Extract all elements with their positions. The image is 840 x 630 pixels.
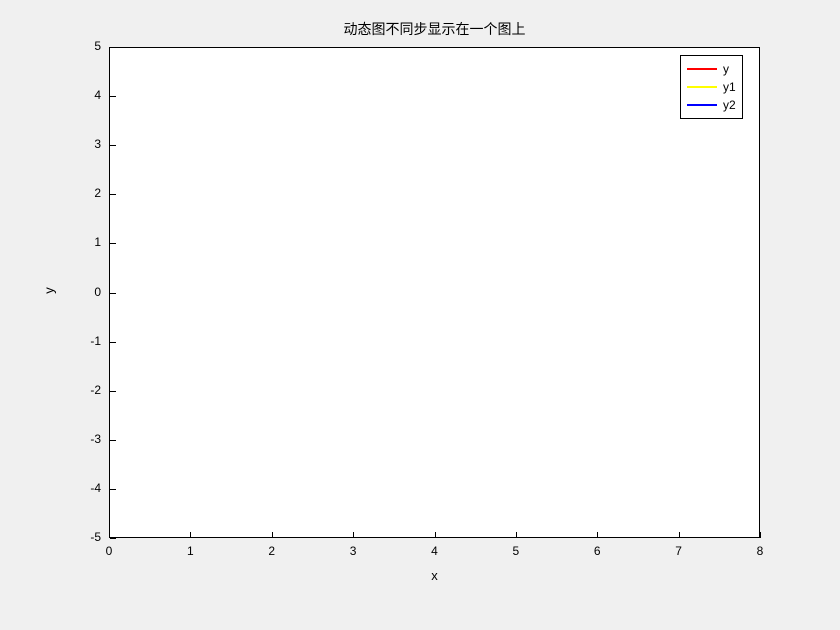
x-tick-label: 5 xyxy=(496,544,536,558)
legend-label: y2 xyxy=(723,98,736,112)
y-tick-label: -2 xyxy=(61,383,101,397)
y-tick-mark xyxy=(110,194,116,195)
y-tick-label: -4 xyxy=(61,481,101,495)
x-axis-label: x xyxy=(109,568,760,583)
x-tick-mark xyxy=(435,532,436,538)
x-tick-label: 1 xyxy=(170,544,210,558)
x-tick-label: 6 xyxy=(577,544,617,558)
y-tick-mark xyxy=(110,293,116,294)
x-tick-mark xyxy=(516,532,517,538)
x-tick-label: 0 xyxy=(89,544,129,558)
x-tick-label: 3 xyxy=(333,544,373,558)
y-tick-label: -5 xyxy=(61,530,101,544)
x-tick-label: 4 xyxy=(415,544,455,558)
y-tick-mark xyxy=(110,440,116,441)
chart-title: 动态图不同步显示在一个图上 xyxy=(109,19,760,39)
legend: y y1 y2 xyxy=(680,55,743,119)
legend-label: y1 xyxy=(723,80,736,94)
y-axis-label: y xyxy=(42,280,57,300)
legend-item: y2 xyxy=(687,96,736,114)
y-tick-label: 3 xyxy=(61,137,101,151)
y-tick-mark xyxy=(110,47,116,48)
legend-item: y xyxy=(687,60,736,78)
y-tick-label: -3 xyxy=(61,432,101,446)
y-tick-mark xyxy=(110,391,116,392)
x-tick-mark xyxy=(190,532,191,538)
y-tick-label: 2 xyxy=(61,186,101,200)
x-tick-label: 2 xyxy=(252,544,292,558)
y-tick-label: 5 xyxy=(61,39,101,53)
legend-item: y1 xyxy=(687,78,736,96)
y-tick-mark xyxy=(110,538,116,539)
legend-line-icon xyxy=(687,68,717,70)
x-tick-label: 7 xyxy=(659,544,699,558)
y-tick-mark xyxy=(110,145,116,146)
y-tick-mark xyxy=(110,342,116,343)
x-tick-mark xyxy=(272,532,273,538)
x-tick-mark xyxy=(597,532,598,538)
y-tick-mark xyxy=(110,243,116,244)
y-tick-mark xyxy=(110,489,116,490)
y-tick-label: -1 xyxy=(61,334,101,348)
x-tick-mark xyxy=(353,532,354,538)
x-tick-mark xyxy=(760,532,761,538)
legend-line-icon xyxy=(687,104,717,106)
legend-label: y xyxy=(723,62,729,76)
y-tick-label: 0 xyxy=(61,285,101,299)
legend-line-icon xyxy=(687,86,717,88)
y-tick-label: 1 xyxy=(61,235,101,249)
plot-area xyxy=(109,47,760,538)
x-tick-label: 8 xyxy=(740,544,780,558)
y-tick-label: 4 xyxy=(61,88,101,102)
y-tick-mark xyxy=(110,96,116,97)
x-tick-mark xyxy=(679,532,680,538)
